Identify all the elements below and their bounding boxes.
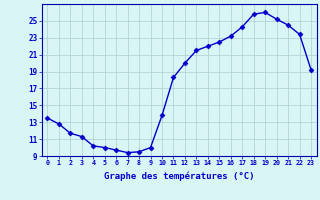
X-axis label: Graphe des températures (°C): Graphe des températures (°C): [104, 172, 254, 181]
